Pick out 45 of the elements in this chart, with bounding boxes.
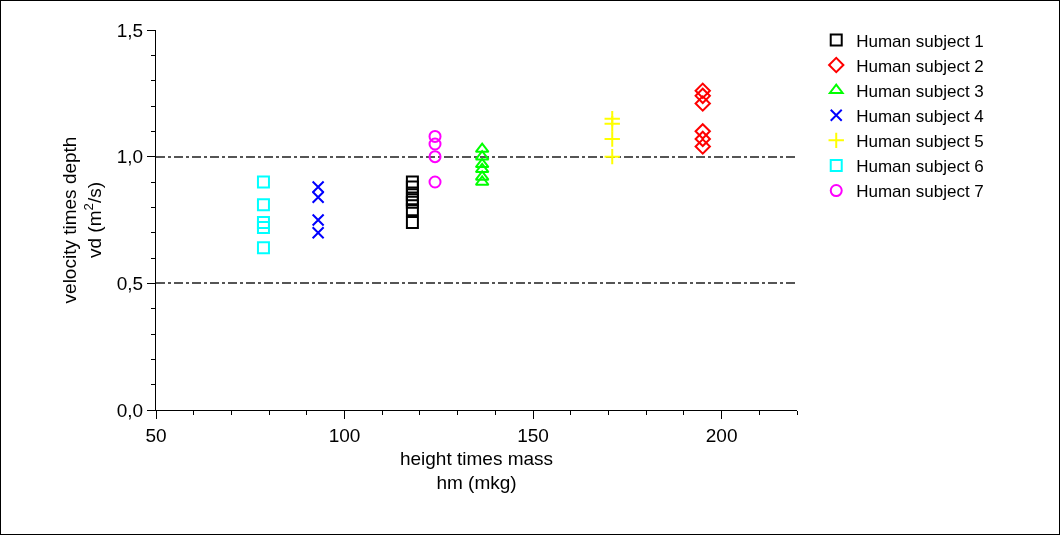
point (428, 175, 442, 189)
point (474, 162, 490, 174)
point (603, 115, 621, 133)
point (603, 147, 621, 166)
point (474, 157, 490, 169)
x-tick-label: 150 (517, 424, 549, 446)
point (311, 213, 325, 227)
x-axis-title: height times mass hm (mkg) (399, 447, 554, 494)
point (256, 216, 270, 230)
point (694, 82, 711, 99)
point (256, 221, 270, 235)
y-tick-label: 0,5 (116, 272, 144, 294)
point (694, 130, 711, 148)
point (405, 180, 419, 194)
legend-label: Human subject 2 (856, 56, 984, 76)
point (311, 190, 325, 204)
x-tick-label: 100 (328, 424, 361, 446)
point (428, 137, 442, 151)
point (311, 180, 325, 194)
point (694, 87, 711, 105)
legend-label: Human subject 3 (856, 81, 984, 101)
legend-label: Human subject 4 (856, 106, 984, 126)
point (694, 138, 711, 155)
legend-label: Human subject 5 (856, 131, 984, 151)
point (256, 175, 270, 189)
x-tick-label: 200 (705, 424, 738, 446)
point (428, 150, 442, 164)
point (405, 188, 419, 202)
point (405, 203, 419, 217)
legend-label: Human subject 1 (856, 31, 984, 51)
point (405, 175, 419, 189)
point (311, 226, 325, 240)
y-tick-label: 1,0 (116, 146, 144, 168)
legend-label: Human subject 6 (856, 157, 984, 177)
y-tick-label: 0,0 (116, 399, 144, 421)
point (428, 129, 442, 143)
point (256, 198, 270, 212)
point (694, 95, 711, 112)
point (603, 130, 621, 148)
y-tick-label: 1,5 (116, 19, 144, 41)
point (256, 241, 270, 255)
point (405, 216, 419, 230)
x-tick-label: 50 (145, 424, 167, 446)
point (694, 123, 711, 140)
legend-label: Human subject 7 (856, 182, 984, 202)
